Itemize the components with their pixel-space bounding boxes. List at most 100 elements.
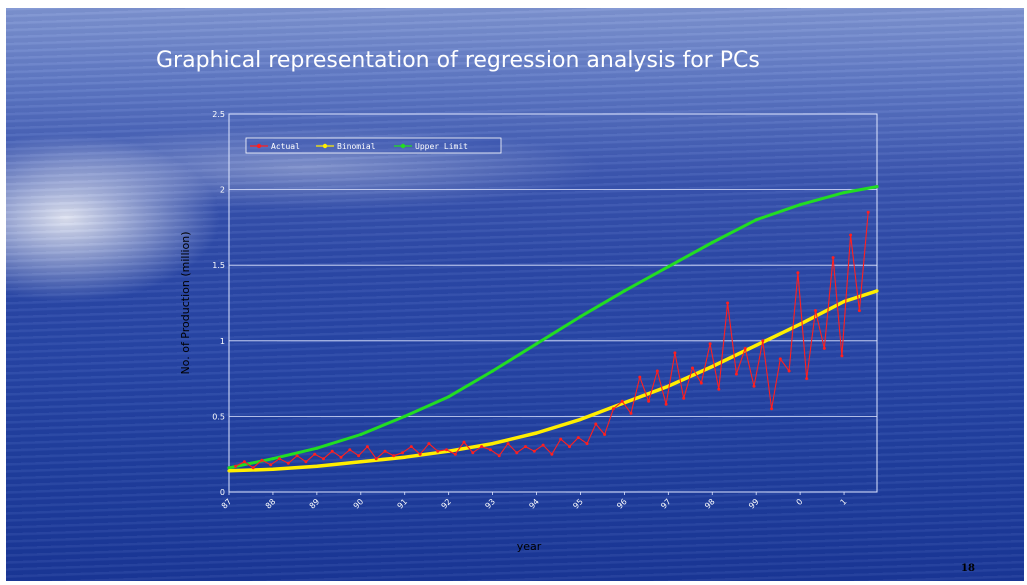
data-point [359, 460, 363, 464]
plot-frame [228, 113, 878, 493]
regression-chart: 0 0.5 1 1.5 2 2.5 87 88 89 90 91 92 93 94 95 96 97 98 99 0… [179, 110, 879, 553]
data-point [629, 411, 633, 415]
slide-title: Graphical representation of regression a… [156, 48, 760, 73]
data-point [559, 437, 563, 441]
data-point [647, 399, 651, 403]
data-point [322, 457, 325, 461]
data-point [787, 369, 791, 373]
data-point [717, 387, 721, 391]
data-point [778, 357, 782, 361]
data-point [691, 366, 694, 370]
x-tick-label: 89 [308, 497, 322, 511]
data-point [374, 457, 378, 461]
gridlines [229, 113, 877, 493]
data-point [418, 452, 422, 456]
data-point [315, 464, 319, 468]
data-point [814, 309, 817, 313]
data-point [271, 467, 275, 471]
data-point [611, 407, 615, 411]
x-tick-label: 90 [352, 497, 366, 511]
data-point [849, 233, 853, 237]
data-point [313, 452, 317, 456]
data-point [673, 351, 677, 355]
data-point [798, 322, 802, 326]
data-point [710, 364, 714, 369]
data-point [515, 451, 519, 455]
x-tick-label: 99 [747, 497, 761, 511]
data-point [578, 315, 583, 319]
data-point [471, 451, 475, 455]
data-point [497, 454, 501, 458]
data-point [383, 449, 387, 453]
data-point [260, 458, 264, 462]
data-point [708, 342, 712, 346]
slide-number: 18 [961, 563, 975, 574]
data-point [348, 448, 352, 452]
data-point [427, 442, 431, 446]
data-point [875, 289, 879, 293]
data-point [664, 402, 668, 406]
legend-marker-upper [400, 143, 406, 149]
y-tick-label: 2 [220, 186, 225, 195]
data-point [403, 455, 407, 459]
data-point [734, 372, 738, 376]
series-line [228, 185, 878, 470]
data-point [269, 463, 273, 467]
data-point [622, 289, 627, 293]
data-point [805, 377, 809, 381]
data-point [403, 414, 407, 418]
data-point [822, 346, 826, 350]
data-point [251, 466, 255, 470]
data-point [682, 396, 686, 400]
data-point [798, 203, 802, 207]
data-point [541, 443, 545, 447]
data-point [842, 299, 846, 304]
y-tick-label: 0.5 [212, 412, 225, 421]
data-point [534, 431, 539, 435]
series-line [228, 289, 878, 473]
data-point [699, 381, 703, 385]
x-tick-label: 87 [220, 497, 234, 511]
x-tick-labels: 87 88 89 90 91 92 93 94 95 96 97 98 99 0 1 [220, 492, 848, 511]
x-tick-label: 96 [615, 497, 629, 511]
legend-marker-actual [256, 143, 262, 149]
data-point [532, 449, 536, 453]
legend-label-binomial: Binomial [337, 142, 376, 151]
data-point [761, 339, 765, 343]
data-point [578, 417, 583, 421]
data-point [754, 218, 758, 222]
data-point [357, 454, 361, 458]
legend-label-upper: Upper Limit [415, 142, 468, 151]
data-point [491, 369, 495, 373]
data-point [227, 466, 231, 470]
data-point [447, 395, 451, 399]
y-tick-label: 1 [220, 337, 225, 346]
data-point [875, 185, 879, 189]
data-point [655, 369, 659, 373]
x-tick-label: 97 [659, 497, 673, 511]
data-point [491, 442, 495, 446]
y-tick-label: 1.5 [212, 261, 225, 270]
data-point [840, 354, 844, 358]
x-tick-label: 93 [483, 497, 497, 511]
data-point [666, 265, 670, 269]
data-point [638, 375, 642, 379]
data-point [278, 457, 281, 461]
data-point [726, 301, 730, 305]
series-upper-limit [227, 185, 879, 470]
data-point [401, 451, 404, 455]
y-tick-label: 0 [220, 488, 225, 497]
data-point [857, 309, 861, 313]
data-point [315, 446, 319, 450]
data-point [286, 461, 290, 465]
data-point [770, 407, 774, 411]
data-point [796, 271, 800, 275]
data-point [524, 445, 527, 449]
x-tick-label: 0 [795, 497, 805, 507]
data-point [594, 422, 598, 426]
data-point [488, 448, 492, 452]
data-point [842, 191, 846, 195]
slide: Graphical representation of regression a… [6, 8, 1024, 581]
data-point [227, 469, 231, 473]
x-tick-label: 94 [527, 497, 541, 511]
